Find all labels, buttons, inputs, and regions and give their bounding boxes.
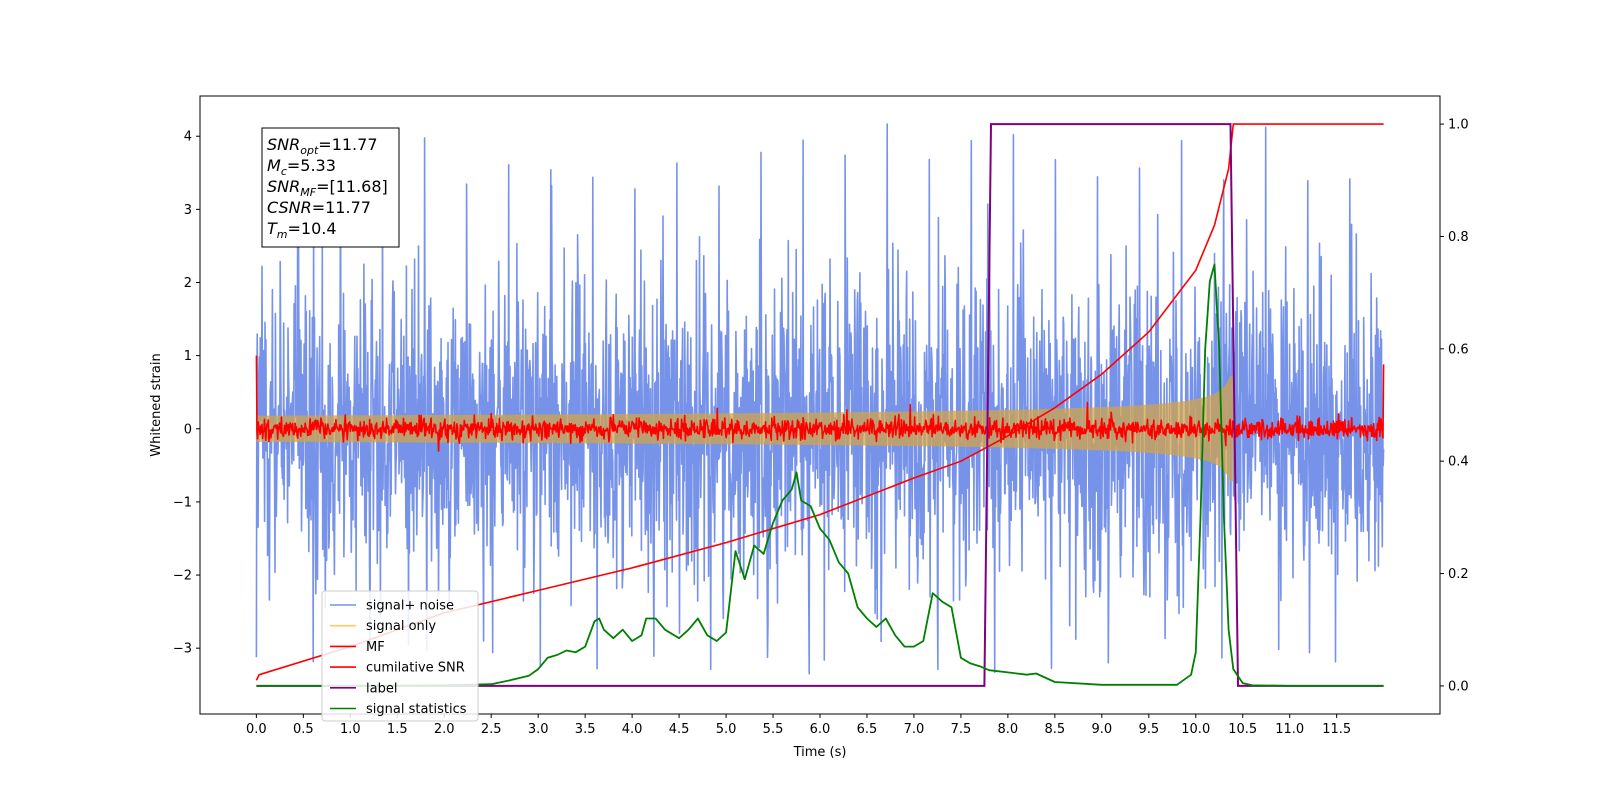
x-tick-label: 9.5 xyxy=(1138,722,1159,737)
annotation-line: Tm=10.4 xyxy=(267,219,337,241)
y2-tick-label: 0.4 xyxy=(1448,455,1469,470)
y-tick-label: 0 xyxy=(184,422,192,437)
series-signal-plus-noise xyxy=(255,123,1385,675)
x-tick-label: 7.5 xyxy=(951,722,972,737)
legend-entry: cumilative SNR xyxy=(366,661,465,676)
annotation-line: Mc=5.33 xyxy=(267,156,336,178)
x-tick-label: 4.0 xyxy=(622,722,643,737)
x-tick-label: 8.5 xyxy=(1045,722,1066,737)
y-tick-label: 2 xyxy=(184,276,192,291)
x-tick-label: 1.0 xyxy=(340,722,361,737)
x-axis: 0.0 0.5 1.0 1.5 2.0 2.5 3.0 3.5 4.0 4.5 5.0 5.5 6.0 6… xyxy=(246,714,1351,737)
x-tick-label: 9.0 xyxy=(1091,722,1112,737)
y-axis-left: −3 −2 −1 0 1 2 3 4 xyxy=(173,130,200,657)
x-tick-label: 10.0 xyxy=(1181,722,1210,737)
y-tick-label: 3 xyxy=(184,203,192,218)
legend-entry: label xyxy=(366,681,397,696)
legend-entry: MF xyxy=(366,640,385,655)
y2-tick-label: 0.2 xyxy=(1448,567,1469,582)
legend-entry: signal statistics xyxy=(366,702,467,717)
y-axis-right: 0.0 0.2 0.4 0.6 0.8 1.0 xyxy=(1440,118,1469,694)
x-tick-label: 6.0 xyxy=(810,722,831,737)
annotation-line: SNRMF=[11.68] xyxy=(267,177,388,199)
y-tick-label: −2 xyxy=(173,569,192,584)
x-tick-label: 8.0 xyxy=(998,722,1019,737)
x-tick-label: 2.0 xyxy=(434,722,455,737)
series-signal-statistics xyxy=(256,263,1384,687)
x-tick-label: 3.5 xyxy=(575,722,596,737)
x-tick-label: 3.0 xyxy=(528,722,549,737)
y2-tick-label: 0.0 xyxy=(1448,679,1469,694)
x-tick-label: 5.0 xyxy=(716,722,737,737)
x-tick-label: 2.5 xyxy=(481,722,502,737)
y-tick-label: 1 xyxy=(184,349,192,364)
legend: signal+ noise signal only MF cumilative SNR… xyxy=(321,590,479,722)
y-axis-label: Whitened strain xyxy=(149,353,164,456)
legend-entry: signal+ noise xyxy=(366,599,454,614)
x-tick-label: 11.5 xyxy=(1322,722,1351,737)
annotation-line: CSNR=11.77 xyxy=(267,198,371,217)
x-tick-label: 11.0 xyxy=(1275,722,1304,737)
x-tick-label: 0.5 xyxy=(293,722,314,737)
x-axis-label: Time (s) xyxy=(793,745,847,760)
x-tick-label: 0.0 xyxy=(246,722,267,737)
x-tick-label: 4.5 xyxy=(669,722,690,737)
annotation-line: SNRopt=11.77 xyxy=(267,135,378,157)
y2-tick-label: 0.8 xyxy=(1448,230,1469,245)
x-tick-label: 1.5 xyxy=(387,722,408,737)
y-tick-label: −3 xyxy=(173,642,192,657)
x-tick-label: 10.5 xyxy=(1228,722,1257,737)
x-tick-label: 7.0 xyxy=(904,722,925,737)
x-tick-label: 5.5 xyxy=(763,722,784,737)
y-tick-label: −1 xyxy=(173,495,192,510)
annotation-box: SNRopt=11.77Mc=5.33SNRMF=[11.68]CSNR=11.… xyxy=(261,127,400,248)
legend-entry: signal only xyxy=(366,619,436,634)
y-tick-label: 4 xyxy=(184,130,192,145)
x-tick-label: 6.5 xyxy=(857,722,878,737)
y2-tick-label: 0.6 xyxy=(1448,342,1469,357)
series-mf xyxy=(255,355,1385,452)
y2-tick-label: 1.0 xyxy=(1448,118,1469,133)
